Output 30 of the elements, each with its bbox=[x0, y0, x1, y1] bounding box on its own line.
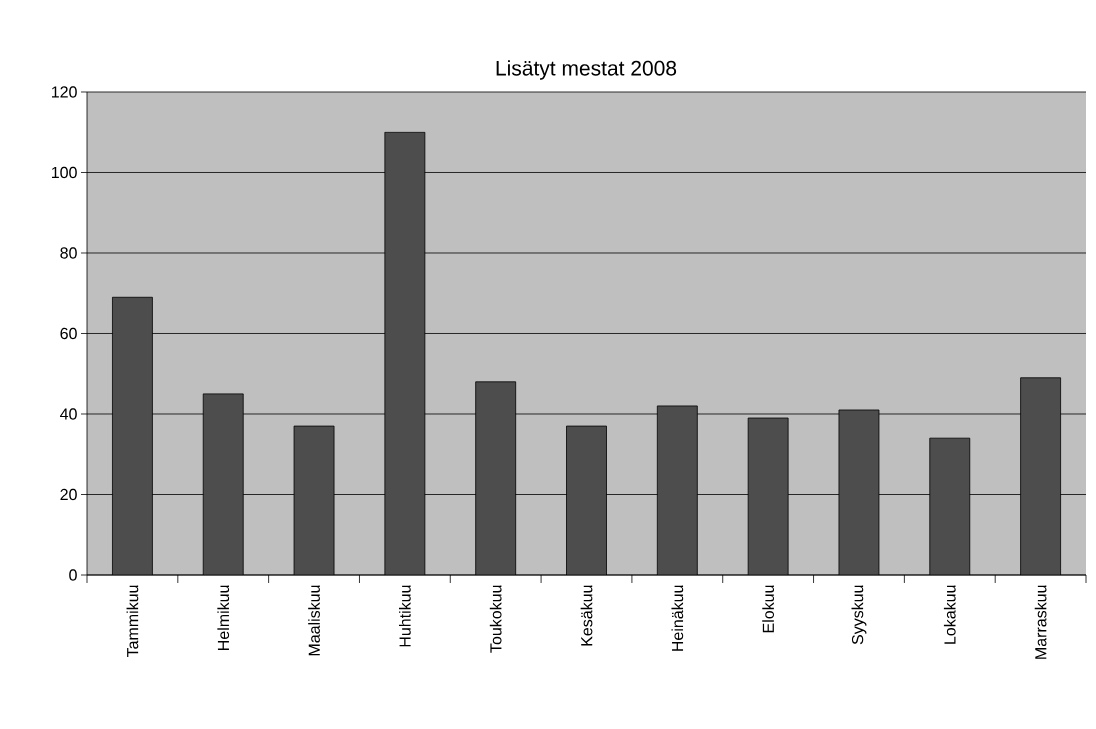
y-tick-label: 100 bbox=[51, 166, 77, 179]
x-tick-label: Heinäkuu bbox=[671, 585, 684, 651]
bar bbox=[1020, 377, 1061, 575]
x-tick-label: Elokuu bbox=[762, 585, 775, 633]
bar bbox=[747, 417, 789, 575]
y-tick-label: 20 bbox=[60, 488, 77, 501]
x-tick-label: Kesäkuu bbox=[580, 585, 593, 646]
bar bbox=[656, 405, 698, 575]
bar bbox=[112, 296, 153, 575]
y-tick-label: 40 bbox=[60, 408, 77, 420]
bar bbox=[838, 409, 880, 575]
x-tick-label: Lokakuu bbox=[943, 585, 956, 644]
bar bbox=[929, 437, 971, 575]
x-tick-label: Maaliskuu bbox=[308, 585, 320, 656]
x-tick-label: Helmikuu bbox=[217, 585, 230, 650]
y-tick-label: 60 bbox=[60, 327, 77, 340]
x-tick-label: Huhtikuu bbox=[399, 585, 411, 647]
bar bbox=[384, 131, 426, 575]
chart-title: Lisätyt mestat 2008 bbox=[496, 60, 677, 80]
bar bbox=[475, 381, 517, 575]
x-tick-label: Toukokuu bbox=[489, 585, 502, 653]
x-tick-label: Syyskuu bbox=[851, 585, 867, 645]
bar bbox=[202, 393, 244, 575]
x-tick-label: Tammikuu bbox=[126, 585, 139, 658]
y-tick-label: 120 bbox=[51, 86, 77, 98]
y-tick-label: 0 bbox=[69, 569, 77, 581]
bar bbox=[566, 425, 607, 575]
y-tick-label: 80 bbox=[60, 247, 77, 259]
bar bbox=[293, 425, 335, 575]
x-tick-label: Marraskuu bbox=[1034, 585, 1047, 659]
